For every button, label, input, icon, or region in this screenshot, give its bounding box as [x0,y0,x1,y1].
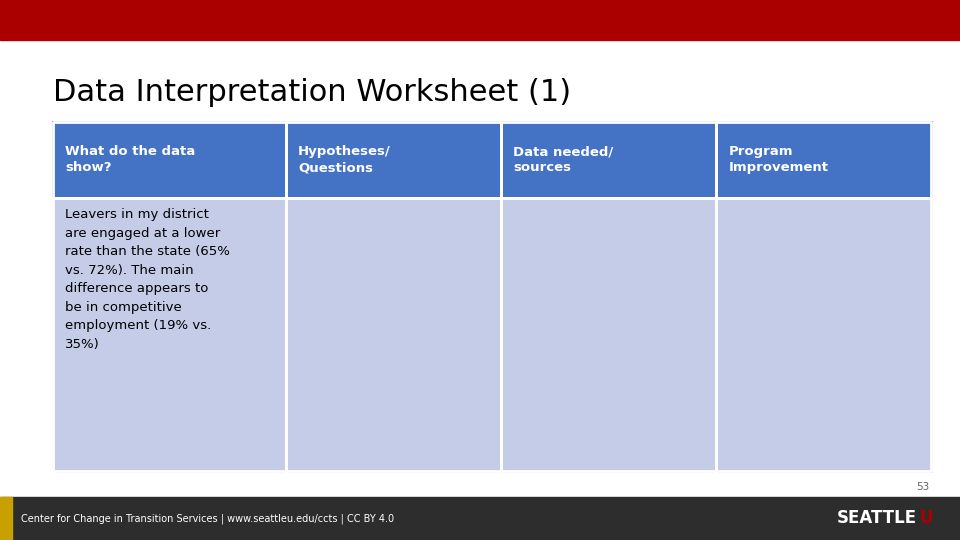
Bar [53,198,285,471]
Text: What do the data
show?: What do the data show? [65,145,196,174]
Bar [0,497,12,540]
Text: SEATTLE: SEATTLE [837,509,917,528]
Text: 53: 53 [916,482,929,492]
Text: Data Interpretation Worksheet (1): Data Interpretation Worksheet (1) [53,78,571,107]
Text: Data needed/
sources: Data needed/ sources [514,145,613,174]
Text: Program
Improvement: Program Improvement [729,145,828,174]
Text: U: U [920,509,933,528]
Bar [501,198,716,471]
Text: Hypotheses/
Questions: Hypotheses/ Questions [298,145,391,174]
Bar [716,198,931,471]
Bar [53,122,285,198]
Bar [285,122,501,198]
Bar [0,497,960,540]
Bar [501,122,716,198]
Text: Leavers in my district
are engaged at a lower
rate than the state (65%
vs. 72%).: Leavers in my district are engaged at a … [65,208,230,350]
Text: Center for Change in Transition Services | www.seattleu.edu/ccts | CC BY 4.0: Center for Change in Transition Services… [21,513,395,524]
Bar [285,198,501,471]
Bar [0,0,960,40]
Bar [716,122,931,198]
